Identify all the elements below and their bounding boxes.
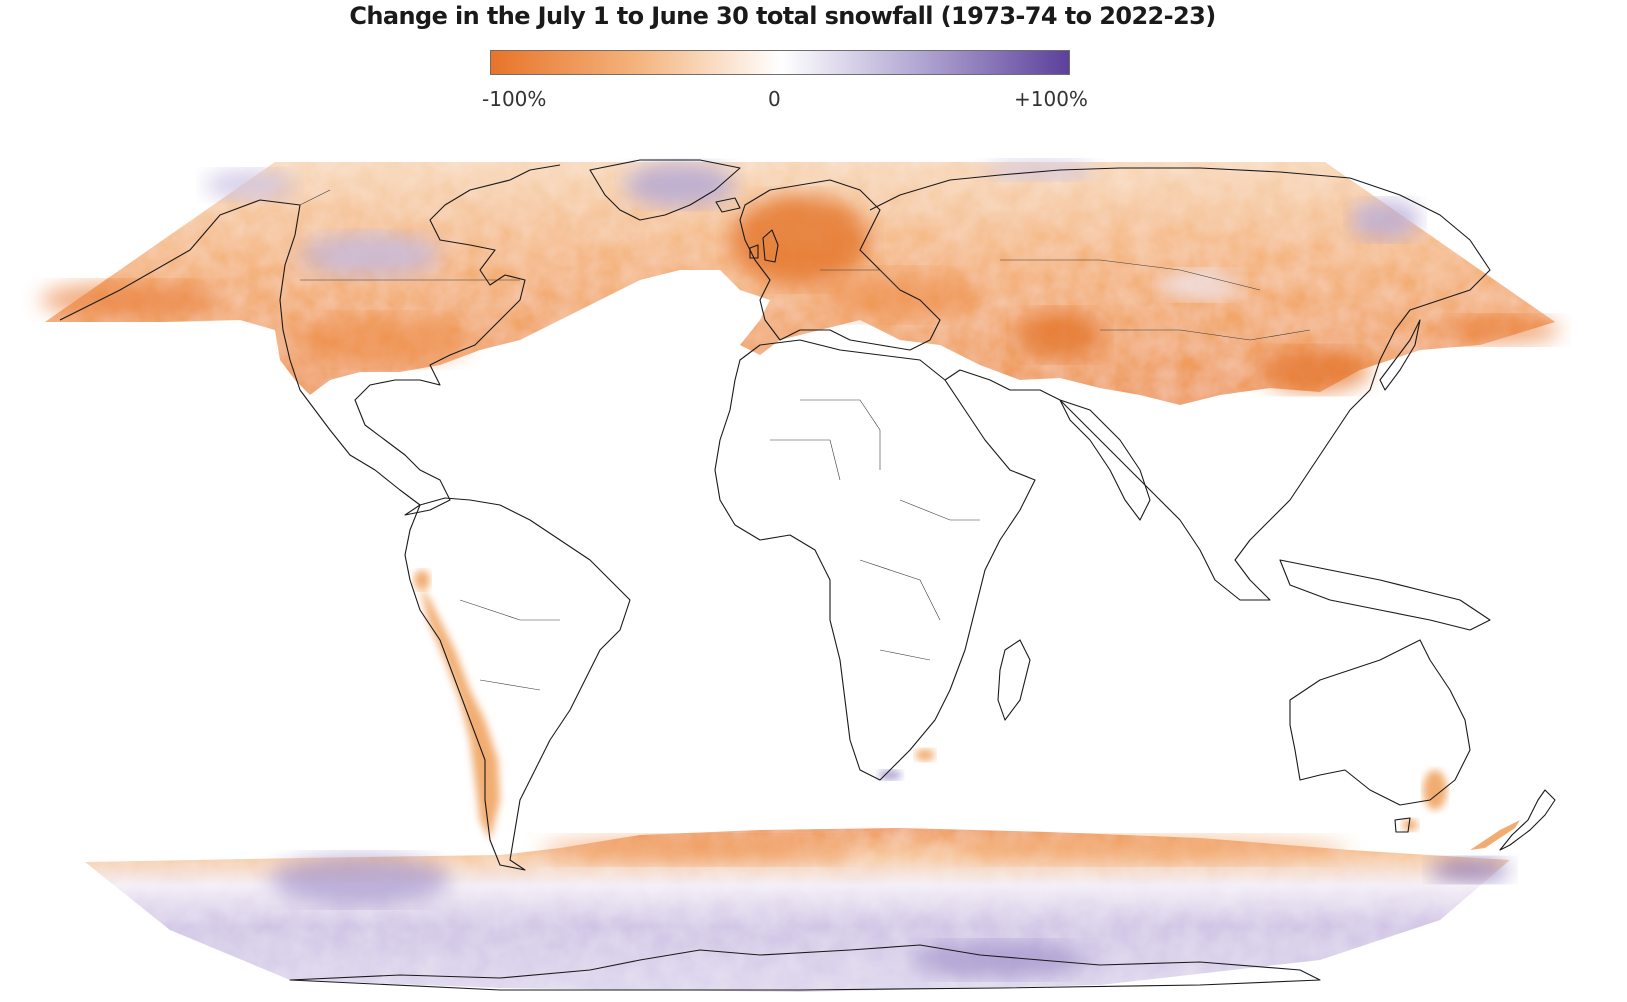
coastlines <box>59 159 1556 991</box>
northern-snowfall-field <box>40 160 1560 405</box>
legend-color-bar <box>490 50 1070 75</box>
country-borders <box>299 189 1311 691</box>
southern-mountain-patches <box>414 570 1520 850</box>
southern-snowfall-field <box>85 828 1510 992</box>
map-title: Change in the July 1 to June 30 total sn… <box>349 2 1216 30</box>
legend-mid-label: 0 <box>768 87 781 111</box>
legend-max-label: +100% <box>1014 87 1088 111</box>
legend-min-label: -100% <box>482 87 547 111</box>
